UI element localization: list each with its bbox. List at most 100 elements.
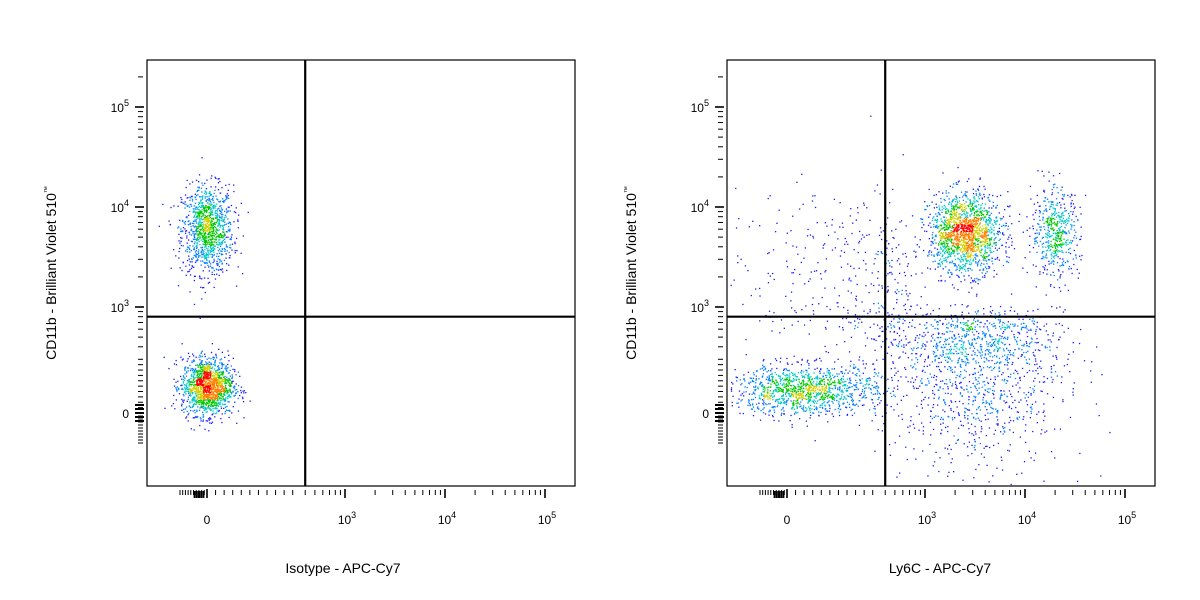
data-point	[198, 374, 200, 376]
data-point	[199, 255, 201, 257]
data-point	[971, 339, 973, 341]
data-point	[864, 387, 866, 389]
data-point	[209, 242, 211, 244]
data-point	[996, 356, 998, 358]
data-point	[968, 342, 970, 344]
data-point	[207, 249, 209, 252]
data-point	[196, 195, 198, 197]
data-point	[222, 376, 225, 378]
data-point	[1073, 249, 1075, 252]
data-point	[180, 230, 182, 232]
data-point	[204, 381, 207, 384]
data-point	[197, 239, 199, 241]
data-point	[204, 353, 206, 355]
data-point	[977, 371, 980, 373]
data-point	[190, 225, 192, 228]
data-point	[181, 405, 183, 407]
data-point	[205, 233, 207, 235]
data-point	[214, 397, 216, 399]
data-point	[982, 367, 985, 369]
data-point	[904, 252, 907, 255]
data-point	[1018, 332, 1020, 334]
data-point	[215, 221, 217, 223]
data-point	[797, 361, 799, 363]
data-point	[1009, 234, 1011, 236]
data-point	[1007, 225, 1009, 227]
data-point	[975, 362, 977, 364]
data-point	[204, 407, 206, 409]
data-point	[1051, 261, 1053, 263]
data-point	[196, 409, 198, 411]
data-point	[199, 391, 201, 393]
data-point	[197, 230, 199, 232]
data-point	[977, 349, 979, 351]
data-point	[198, 400, 200, 402]
data-point	[219, 216, 221, 218]
data-point	[209, 388, 211, 390]
data-point	[221, 241, 224, 244]
data-point	[906, 458, 908, 461]
data-point	[216, 210, 219, 212]
data-point	[993, 382, 995, 384]
data-point	[182, 375, 185, 377]
data-point	[761, 376, 763, 378]
data-point	[201, 406, 203, 408]
data-point	[199, 380, 201, 382]
data-point	[214, 189, 216, 191]
data-point	[1000, 328, 1002, 330]
data-point	[1080, 213, 1082, 215]
data-point	[219, 241, 221, 243]
data-point	[854, 374, 857, 376]
data-point	[955, 269, 957, 271]
data-point	[198, 249, 200, 251]
data-point	[783, 410, 785, 412]
data-point	[175, 255, 177, 257]
data-point	[1033, 203, 1035, 205]
data-point	[862, 360, 864, 362]
data-point	[189, 199, 191, 201]
data-point	[1011, 223, 1013, 225]
data-point	[1019, 213, 1021, 215]
data-point	[1009, 215, 1011, 217]
data-point	[938, 308, 940, 310]
data-point	[175, 364, 178, 366]
data-point	[200, 352, 202, 355]
data-point	[214, 223, 216, 225]
data-point	[1072, 394, 1074, 396]
data-point	[206, 237, 208, 239]
data-point	[216, 372, 218, 374]
data-point	[216, 379, 218, 382]
data-point	[225, 399, 227, 401]
data-point	[818, 303, 820, 305]
data-point	[893, 394, 895, 396]
data-point	[923, 331, 925, 334]
data-point	[1032, 317, 1034, 320]
data-point	[179, 267, 181, 269]
data-point	[183, 411, 185, 413]
data-point	[192, 245, 194, 247]
data-point	[837, 306, 839, 308]
data-point	[974, 386, 976, 388]
data-point	[1051, 381, 1053, 383]
data-point	[200, 418, 202, 420]
data-point	[206, 379, 208, 381]
data-point	[986, 366, 989, 368]
data-point	[221, 385, 223, 387]
data-point	[201, 350, 204, 352]
data-point	[214, 360, 216, 362]
data-point	[825, 413, 827, 415]
data-point	[218, 252, 221, 254]
data-point	[935, 415, 937, 417]
data-point	[936, 215, 938, 217]
data-point	[210, 218, 213, 220]
data-point	[222, 220, 224, 222]
data-point	[201, 298, 203, 300]
data-point	[740, 400, 742, 402]
data-point	[994, 429, 997, 431]
data-point	[1006, 379, 1008, 382]
data-point	[801, 359, 803, 361]
data-point	[991, 389, 994, 392]
data-point	[937, 415, 939, 417]
data-point	[801, 358, 803, 360]
data-point	[187, 420, 189, 422]
